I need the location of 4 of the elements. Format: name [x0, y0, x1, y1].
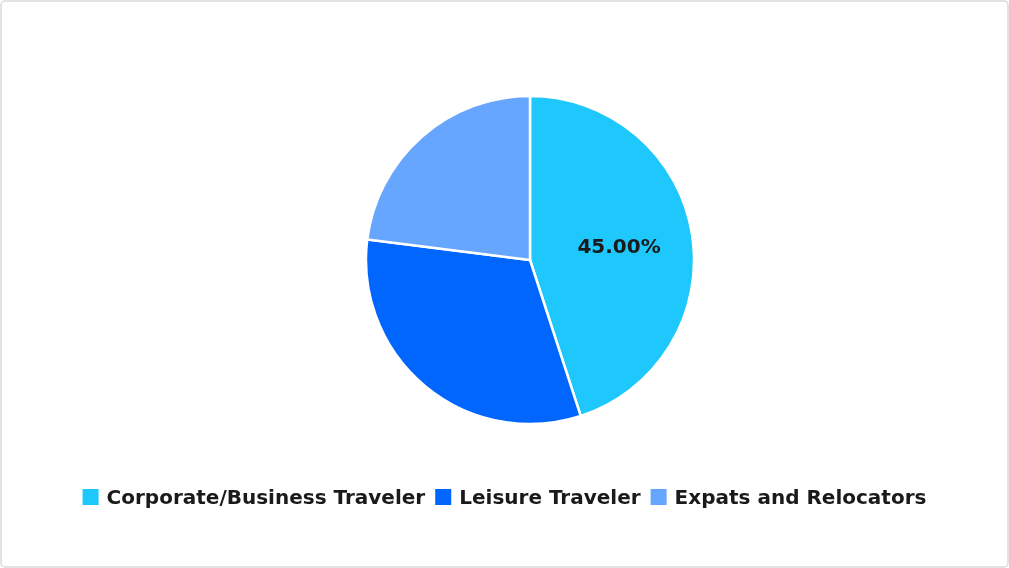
legend-label: Leisure Traveler — [459, 485, 641, 509]
legend-label: Expats and Relocators — [674, 485, 927, 509]
legend-label: Corporate/Business Traveler — [106, 485, 426, 509]
data-label: 45.00% — [577, 233, 661, 258]
